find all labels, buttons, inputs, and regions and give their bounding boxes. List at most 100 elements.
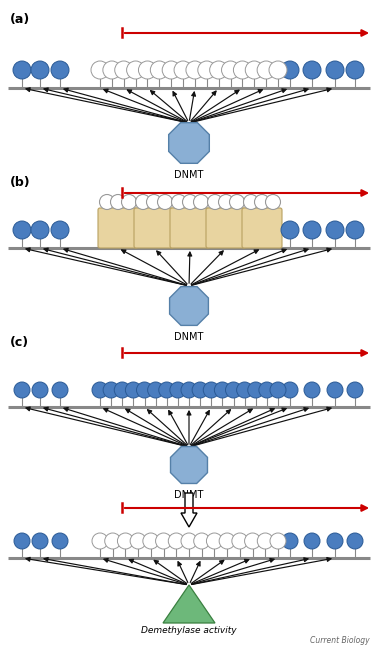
Circle shape — [245, 61, 263, 79]
Circle shape — [14, 382, 30, 398]
Circle shape — [52, 382, 68, 398]
Circle shape — [192, 382, 208, 398]
Circle shape — [103, 382, 119, 398]
Circle shape — [168, 533, 184, 549]
Circle shape — [281, 221, 299, 239]
Polygon shape — [169, 123, 209, 163]
Circle shape — [222, 61, 240, 79]
Circle shape — [206, 533, 222, 549]
Circle shape — [115, 61, 133, 79]
Circle shape — [148, 382, 164, 398]
Circle shape — [346, 221, 364, 239]
Polygon shape — [170, 447, 208, 483]
Circle shape — [32, 382, 48, 398]
Circle shape — [136, 382, 152, 398]
Circle shape — [245, 533, 260, 549]
Circle shape — [257, 61, 275, 79]
Circle shape — [118, 533, 133, 549]
Circle shape — [138, 61, 156, 79]
Circle shape — [269, 61, 287, 79]
Circle shape — [156, 533, 172, 549]
Circle shape — [214, 382, 230, 398]
FancyBboxPatch shape — [170, 208, 210, 248]
Circle shape — [248, 382, 264, 398]
Circle shape — [326, 61, 344, 79]
Circle shape — [243, 195, 259, 210]
Circle shape — [114, 382, 130, 398]
Circle shape — [170, 382, 186, 398]
Circle shape — [186, 61, 204, 79]
Circle shape — [158, 195, 172, 210]
Circle shape — [327, 533, 343, 549]
Polygon shape — [163, 585, 215, 623]
Circle shape — [14, 533, 30, 549]
Circle shape — [233, 61, 251, 79]
Circle shape — [229, 195, 245, 210]
Circle shape — [282, 533, 298, 549]
Circle shape — [13, 61, 31, 79]
Circle shape — [226, 382, 242, 398]
Circle shape — [52, 533, 68, 549]
FancyBboxPatch shape — [98, 208, 138, 248]
Circle shape — [219, 533, 235, 549]
Circle shape — [347, 533, 363, 549]
Circle shape — [99, 195, 115, 210]
Circle shape — [194, 195, 209, 210]
Circle shape — [105, 533, 121, 549]
FancyBboxPatch shape — [206, 208, 246, 248]
FancyBboxPatch shape — [134, 208, 174, 248]
Circle shape — [51, 61, 69, 79]
Circle shape — [125, 382, 141, 398]
Circle shape — [232, 533, 248, 549]
Text: DNMT: DNMT — [174, 490, 204, 500]
Circle shape — [143, 533, 159, 549]
Circle shape — [135, 195, 150, 210]
Text: (b): (b) — [10, 176, 31, 189]
Circle shape — [304, 533, 320, 549]
Circle shape — [327, 382, 343, 398]
Text: DNMT: DNMT — [174, 332, 204, 342]
Circle shape — [326, 221, 344, 239]
Circle shape — [304, 382, 320, 398]
Circle shape — [181, 382, 197, 398]
Circle shape — [218, 195, 234, 210]
Circle shape — [183, 195, 197, 210]
Circle shape — [181, 533, 197, 549]
Circle shape — [203, 382, 219, 398]
Polygon shape — [181, 493, 197, 527]
Circle shape — [198, 61, 216, 79]
Circle shape — [172, 195, 186, 210]
Text: (a): (a) — [10, 13, 30, 26]
Circle shape — [194, 533, 210, 549]
Text: Demethylase activity: Demethylase activity — [141, 626, 237, 635]
Circle shape — [208, 195, 223, 210]
Circle shape — [103, 61, 121, 79]
Circle shape — [210, 61, 228, 79]
Circle shape — [31, 221, 49, 239]
Circle shape — [127, 61, 145, 79]
Circle shape — [270, 382, 286, 398]
Circle shape — [92, 382, 108, 398]
Circle shape — [281, 61, 299, 79]
Circle shape — [254, 195, 270, 210]
Circle shape — [259, 382, 275, 398]
FancyBboxPatch shape — [242, 208, 282, 248]
Circle shape — [121, 195, 136, 210]
Circle shape — [51, 221, 69, 239]
Circle shape — [162, 61, 180, 79]
Circle shape — [150, 61, 168, 79]
Circle shape — [270, 533, 286, 549]
Circle shape — [92, 533, 108, 549]
Circle shape — [159, 382, 175, 398]
Circle shape — [347, 382, 363, 398]
Circle shape — [237, 382, 253, 398]
Polygon shape — [170, 287, 208, 325]
Circle shape — [303, 221, 321, 239]
Circle shape — [303, 61, 321, 79]
Circle shape — [13, 221, 31, 239]
Circle shape — [31, 61, 49, 79]
Circle shape — [282, 382, 298, 398]
Text: DNMT: DNMT — [174, 170, 204, 180]
Circle shape — [346, 61, 364, 79]
Circle shape — [147, 195, 161, 210]
